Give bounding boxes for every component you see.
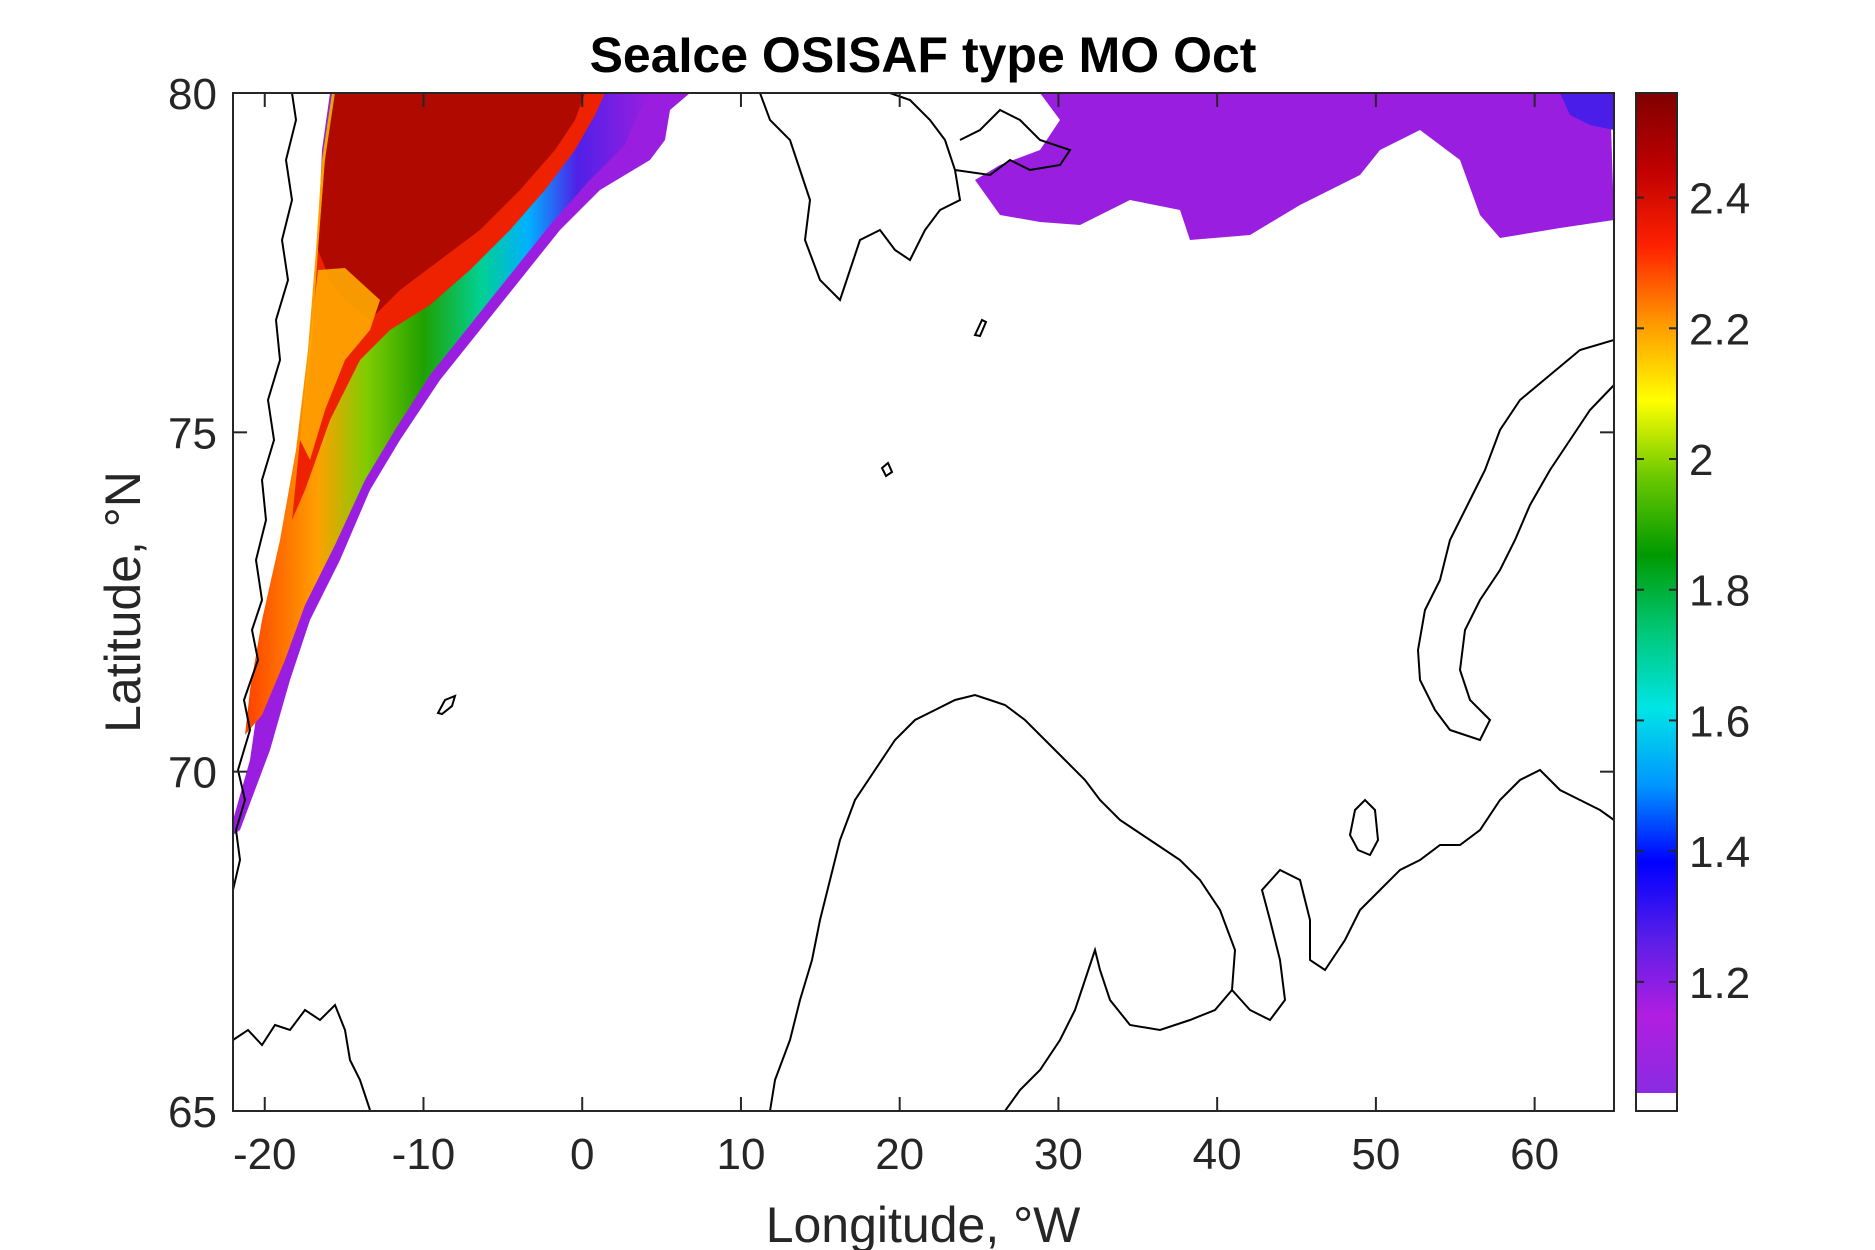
coastlines xyxy=(233,93,1614,1111)
colorbar-tick-label: 1.8 xyxy=(1689,567,1750,616)
x-tick-label: 60 xyxy=(1510,1130,1559,1179)
white-sea-coast xyxy=(1348,798,1380,857)
colorbar-frame xyxy=(1635,92,1678,1112)
x-tick-label: 0 xyxy=(570,1130,594,1179)
colorbar-ticks: 1.2 1.4 1.6 1.8 2 2.2 2.4 xyxy=(1636,175,1750,1008)
x-tick-label: 40 xyxy=(1193,1130,1242,1179)
colorbar: 1.2 1.4 1.6 1.8 2 2.2 2.4 xyxy=(1635,92,1750,1112)
y-tick-label: 80 xyxy=(168,70,217,119)
y-tick-label: 75 xyxy=(168,409,217,458)
ice-region-north xyxy=(975,93,1614,240)
ice-band-north-2 xyxy=(1560,93,1614,130)
colorbar-tick-label: 1.6 xyxy=(1689,697,1750,746)
x-tick-label: -10 xyxy=(392,1130,456,1179)
hopen-coast xyxy=(973,318,988,338)
greenland-coast xyxy=(233,93,371,1111)
ice-band-orange xyxy=(300,268,380,460)
chart-title: SeaIce OSISAF type MO Oct xyxy=(590,27,1257,83)
plot-area xyxy=(233,93,1614,1111)
x-tick-label: 10 xyxy=(716,1130,765,1179)
y-tick-label: 70 xyxy=(168,749,217,798)
x-tick-label: -20 xyxy=(233,1130,297,1179)
ice-band-north-1 xyxy=(975,93,1614,240)
colorbar-tick-label: 1.2 xyxy=(1689,959,1750,1008)
x-tick-label: 20 xyxy=(875,1130,924,1179)
y-axis-ticks: 65 70 75 80 xyxy=(168,70,1614,1137)
novaya-zemlya-coast xyxy=(1416,339,1614,742)
colorbar-tick-label: 2 xyxy=(1689,436,1713,485)
colorbar-fill xyxy=(1636,93,1677,1093)
y-axis-label: Latitude, °N xyxy=(95,471,151,733)
colorbar-tick-label: 2.2 xyxy=(1689,305,1750,354)
jan-mayen-coast xyxy=(436,694,457,716)
svalbard-coast xyxy=(759,93,1072,302)
x-axis-label: Longitude, °W xyxy=(766,1197,1081,1250)
ice-band-thick xyxy=(318,93,585,320)
x-tick-label: 50 xyxy=(1351,1130,1400,1179)
colorbar-tick-label: 2.4 xyxy=(1689,175,1750,224)
scandinavia-coast xyxy=(769,693,1237,1111)
bear-island-coast xyxy=(880,461,894,478)
axes-frame xyxy=(232,92,1615,1112)
x-tick-label: 30 xyxy=(1034,1130,1083,1179)
colorbar-tick-label: 1.4 xyxy=(1689,828,1750,877)
kola-russia-coast xyxy=(1231,768,1614,1022)
colorbar-nodata-cell xyxy=(1636,1093,1677,1111)
x-axis-ticks: -20 -10 0 10 20 30 40 50 60 xyxy=(233,93,1559,1179)
y-tick-label: 65 xyxy=(168,1088,217,1137)
ice-region-west xyxy=(233,93,690,835)
